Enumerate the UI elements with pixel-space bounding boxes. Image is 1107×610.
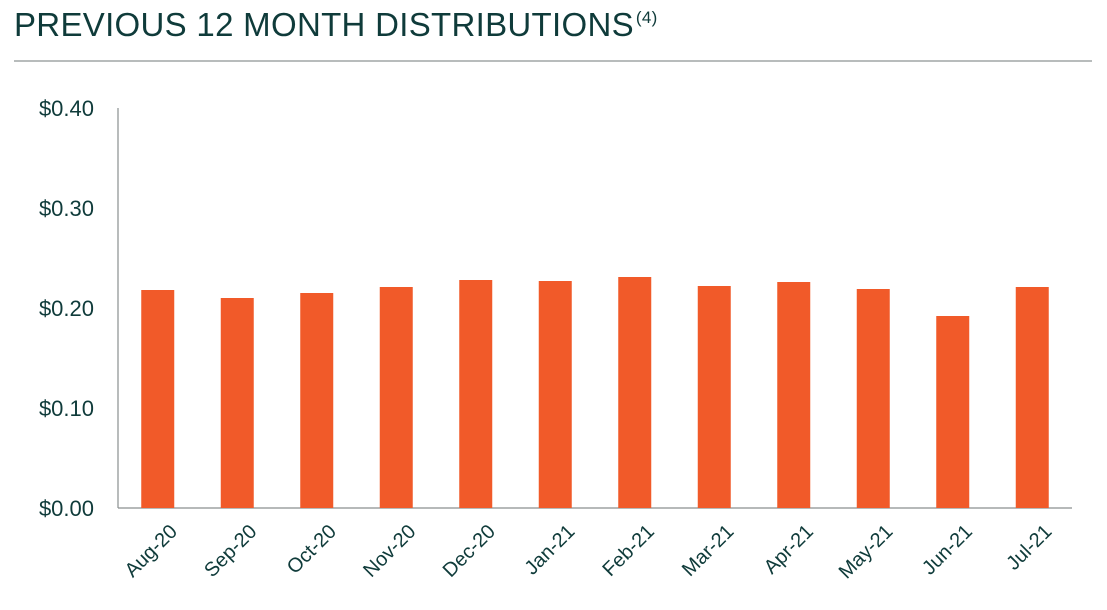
bar-mar-21 <box>697 286 731 508</box>
y-tick-label: $0.10 <box>39 396 94 421</box>
bar-sep-20 <box>220 298 254 508</box>
x-tick-label: May-21 <box>835 521 898 584</box>
x-tick-label: Mar-21 <box>678 521 738 581</box>
x-tick-label: Feb-21 <box>599 521 659 581</box>
bar-apr-21 <box>777 282 811 508</box>
bar-dec-20 <box>459 280 493 508</box>
x-tick-label: Aug-20 <box>121 521 182 582</box>
chart-title: PREVIOUS 12 MONTH DISTRIBUTIONS (4) <box>14 6 658 44</box>
y-tick-label: $0.30 <box>39 196 94 221</box>
bar-nov-20 <box>379 287 413 508</box>
y-tick-label: $0.40 <box>39 96 94 121</box>
bar-feb-21 <box>618 277 652 508</box>
x-tick-label: Jul-21 <box>1002 521 1056 575</box>
chart-title-text: PREVIOUS 12 MONTH DISTRIBUTIONS <box>14 6 634 43</box>
chart-title-footnote: (4) <box>635 8 658 27</box>
x-tick-label: Oct-20 <box>283 521 341 579</box>
bar-jul-21 <box>1015 287 1049 508</box>
x-tick-label: Nov-20 <box>359 521 420 582</box>
x-tick-label: Jun-21 <box>918 521 977 580</box>
y-tick-label: $0.20 <box>39 296 94 321</box>
y-tick-label: $0.00 <box>39 496 94 521</box>
title-divider <box>14 60 1092 62</box>
bar-jun-21 <box>936 316 970 508</box>
x-tick-label: Sep-20 <box>200 521 261 582</box>
bar-oct-20 <box>300 293 334 508</box>
bar-may-21 <box>856 289 890 508</box>
x-tick-label: Apr-21 <box>760 521 818 579</box>
x-tick-label: Jan-21 <box>521 521 580 580</box>
x-tick-label: Dec-20 <box>439 521 500 582</box>
bar-jan-21 <box>538 281 572 508</box>
bar-aug-20 <box>141 290 175 508</box>
